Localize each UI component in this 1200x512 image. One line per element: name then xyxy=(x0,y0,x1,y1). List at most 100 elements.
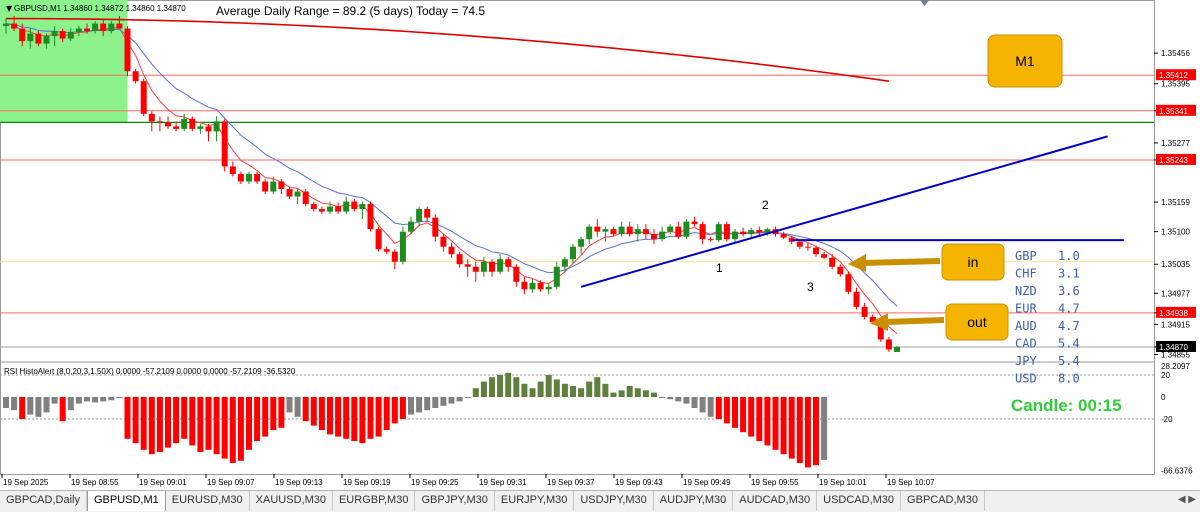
highlight-zone xyxy=(0,0,128,123)
strength-currency: CHF xyxy=(1015,267,1037,281)
y-tick-label: 1.35159 xyxy=(1161,198,1190,207)
price-flag xyxy=(1156,306,1196,318)
shift-marker-icon[interactable] xyxy=(920,0,929,6)
candle xyxy=(561,256,568,272)
candle xyxy=(302,189,309,207)
osc-bar xyxy=(788,397,795,459)
candle-body xyxy=(618,226,625,235)
x-tick-label: 19 Sep 09:49 xyxy=(683,478,731,487)
symbol-tab[interactable]: EURUSD,M30 xyxy=(166,491,250,511)
candle-body xyxy=(675,226,682,237)
price-flag-label: 1.34938 xyxy=(1159,309,1188,318)
osc-bar xyxy=(424,397,431,411)
candle-body xyxy=(229,166,236,174)
tab-scroll-icon[interactable]: ◀ ▶ xyxy=(1177,494,1196,505)
symbol-tab[interactable]: GBPCAD,M30 xyxy=(901,491,985,511)
osc-bar xyxy=(165,397,171,448)
symbol-tab[interactable]: GBPCAD,Daily xyxy=(0,491,87,511)
candle-body xyxy=(667,226,674,232)
candle xyxy=(505,256,512,272)
osc-bar xyxy=(270,397,277,430)
ma-slow-line xyxy=(5,17,890,83)
price-flag-label: 1.35341 xyxy=(1159,107,1188,116)
candle-body xyxy=(124,28,131,72)
candle xyxy=(229,161,236,177)
candle-body xyxy=(529,282,536,290)
entry-callout: in xyxy=(848,243,1005,281)
candle xyxy=(675,221,682,240)
candle xyxy=(181,113,188,132)
candle-body xyxy=(723,224,730,240)
candle xyxy=(894,345,900,352)
candle xyxy=(11,16,18,32)
candle xyxy=(318,206,325,215)
price-flag xyxy=(1156,153,1196,165)
symbol-tab[interactable]: USDJPY,M30 xyxy=(574,491,654,511)
candle-body xyxy=(699,224,706,240)
candle xyxy=(480,256,487,277)
osc-bar xyxy=(35,397,42,417)
osc-bar xyxy=(262,397,269,437)
symbol-tab[interactable]: USDCAD,M30 xyxy=(817,491,902,511)
entry-callout-label: in xyxy=(968,254,979,270)
candle xyxy=(440,234,447,252)
candle xyxy=(813,245,819,257)
candle xyxy=(148,111,155,132)
adr-info: Average Daily Range = 89.2 (5 days) Toda… xyxy=(216,4,485,18)
candle-body xyxy=(59,31,66,39)
candle xyxy=(367,201,374,232)
osc-bar xyxy=(813,397,819,466)
y-tick-label: 1.35035 xyxy=(1161,260,1190,269)
candle xyxy=(59,28,66,43)
candle-body xyxy=(351,201,358,210)
candle-body xyxy=(391,251,398,262)
symbol-title: GBPUSD,M1 1.34860 1.34872 1.34860 1.3487… xyxy=(14,4,186,13)
collapse-triangle-icon[interactable]: ▼ xyxy=(6,4,13,13)
osc-bar xyxy=(545,375,552,397)
symbol-tab[interactable]: GBPUSD,M1 xyxy=(86,491,166,511)
candle-body xyxy=(399,231,406,262)
symbol-tab[interactable]: EURGBP,M30 xyxy=(333,491,416,511)
symbol-tab[interactable]: XAUUSD,M30 xyxy=(250,491,333,511)
candle xyxy=(108,21,115,34)
symbol-tab[interactable]: AUDJPY,M30 xyxy=(654,491,734,511)
osc-bar xyxy=(723,397,730,424)
osc-bar xyxy=(699,397,706,413)
candle xyxy=(804,242,811,251)
osc-bar xyxy=(408,397,414,415)
candle xyxy=(19,23,26,47)
candle xyxy=(221,118,228,172)
candle-body xyxy=(845,274,852,292)
candle-body xyxy=(659,231,666,240)
candle-body xyxy=(829,257,836,267)
candle xyxy=(521,276,528,295)
candle xyxy=(497,254,504,275)
trendline[interactable] xyxy=(580,135,1108,288)
candle xyxy=(513,264,520,287)
candle-body xyxy=(335,206,342,212)
strength-value: 4.7 xyxy=(1058,319,1080,333)
symbol-tab[interactable]: GBPJPY,M30 xyxy=(415,491,495,511)
symbol-tab[interactable]: EURJPY,M30 xyxy=(495,491,575,511)
candle xyxy=(845,271,852,295)
candle xyxy=(375,226,382,252)
osc-bar xyxy=(732,397,738,428)
osc-y-label: 20 xyxy=(1161,371,1170,380)
candle-body xyxy=(821,254,828,258)
candle xyxy=(75,26,82,37)
candle-body xyxy=(43,36,50,44)
osc-bar xyxy=(521,383,528,397)
candle-body xyxy=(456,254,463,265)
candle xyxy=(626,221,633,237)
symbol-tab[interactable]: AUDCAD,M30 xyxy=(733,491,818,511)
osc-y-label: 28.2097 xyxy=(1161,362,1190,371)
y-tick-label: 1.34915 xyxy=(1161,320,1190,329)
candle-body xyxy=(327,206,333,212)
candle-body xyxy=(521,281,528,290)
candle xyxy=(246,171,252,185)
x-tick-label: 19 Sep 10:07 xyxy=(887,478,935,487)
candle-body xyxy=(715,224,722,241)
candle xyxy=(399,226,406,265)
candle xyxy=(254,171,261,185)
